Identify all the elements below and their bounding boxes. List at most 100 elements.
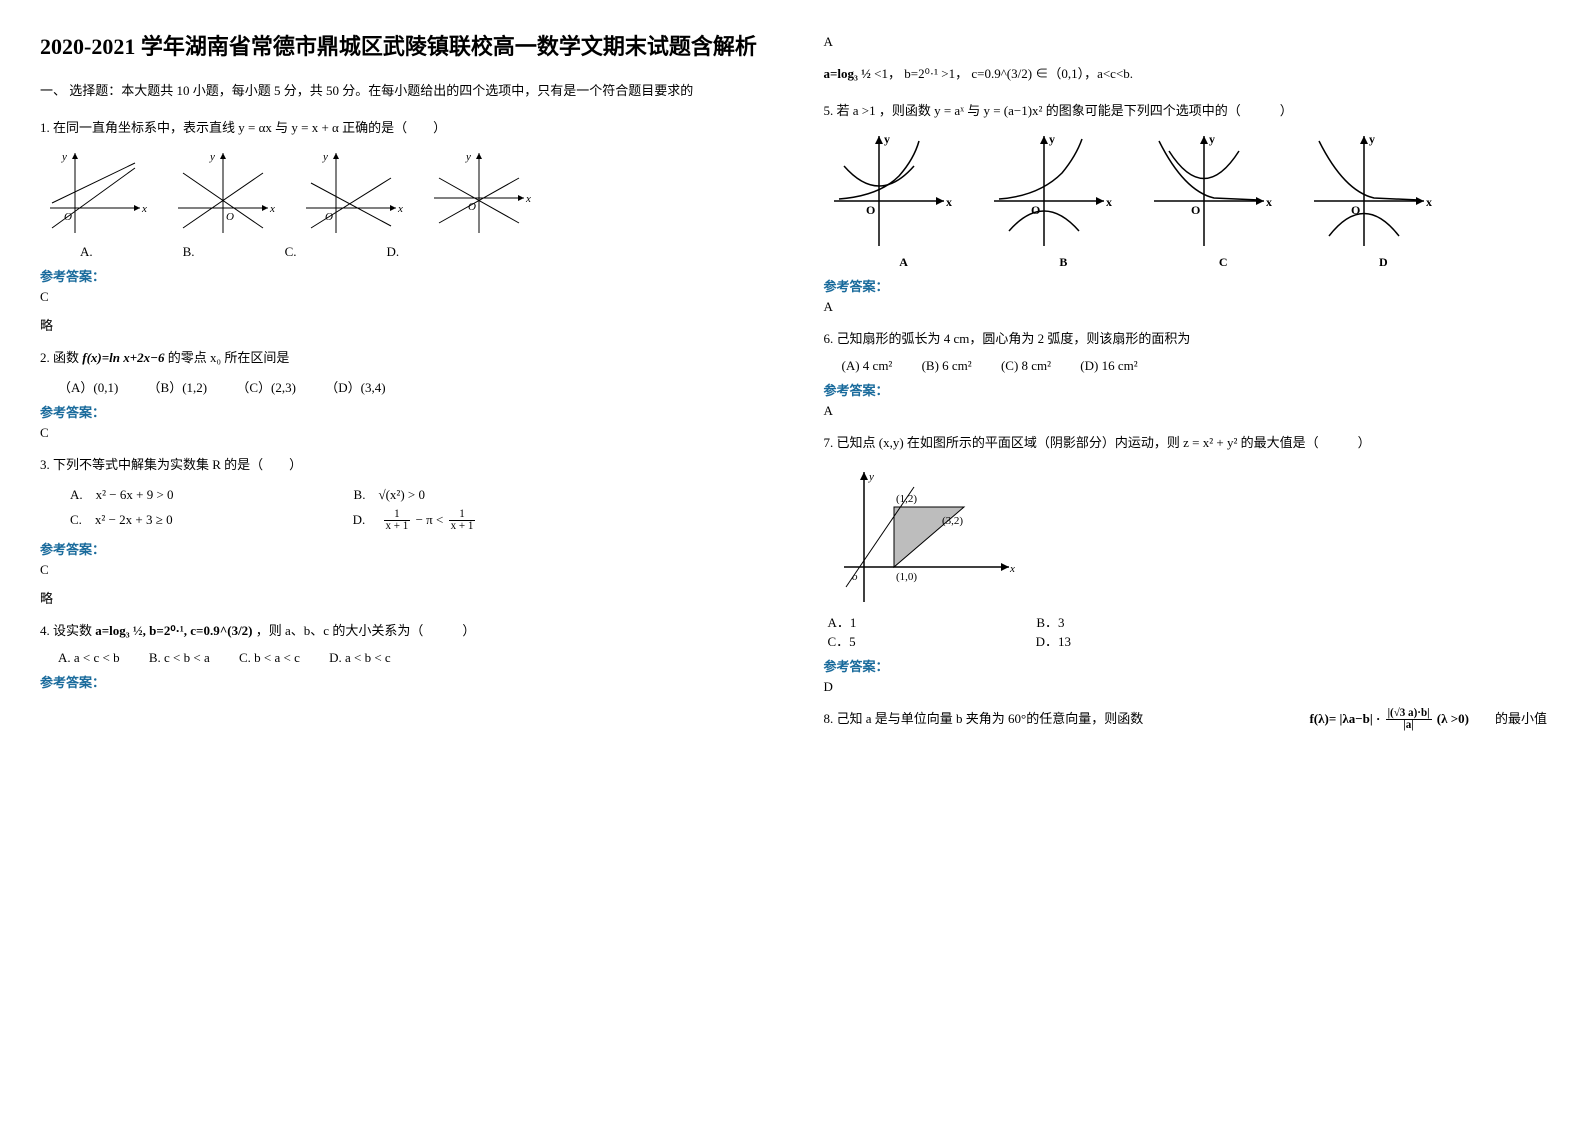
q3-opt-b: B. √(x²) > 0 <box>354 484 425 503</box>
q2-opt-c: （C）(2,3) <box>236 380 296 395</box>
q1-option-labels: A. B. C. D. <box>80 244 764 260</box>
q2-opt-a: （A）(0,1) <box>58 380 118 395</box>
q5-graph-a: x y O <box>824 131 954 251</box>
q4-ans-label: 参考答案： <box>40 672 764 691</box>
q5-graph-d: x y O <box>1304 131 1434 251</box>
q6-opt-b: (B) 6 cm² <box>922 358 972 373</box>
q6-opt-a: (A) 4 cm² <box>842 358 893 373</box>
q5-lbl-b: B <box>1059 255 1067 270</box>
q3-text: 3. 下列不等式中解集为实数集 R 的是（ ） <box>40 453 764 478</box>
q8-text-a: 8. 己知 a 是与单位向量 b 夹角为 60°的任意向量，则函数 <box>824 707 1144 732</box>
q7-opt-b: B．3 <box>1036 612 1064 631</box>
q5-ans: A <box>824 299 1548 315</box>
svg-text:(3,2): (3,2) <box>942 515 963 527</box>
q1-ans-label: 参考答案： <box>40 266 764 285</box>
svg-text:y: y <box>322 151 328 163</box>
svg-text:x: x <box>397 203 403 215</box>
q2-opts: （A）(0,1) （B）(1,2) （C）(2,3) （D）(3,4) <box>58 377 764 396</box>
right-column: A a=log₃ ½ <1， b=2⁰·¹ >1， c=0.9^(3/2) ∈（… <box>824 30 1548 738</box>
q4-opt-d: D. a < b < c <box>329 650 391 665</box>
q3-row2: C. x² − 2x + 3 ≥ 0 D. 1x + 1 − π < 1x + … <box>70 509 764 533</box>
svg-text:x: x <box>946 195 952 209</box>
q7-opts-row2: C．5 D．13 <box>828 631 1548 650</box>
q4-ans: A <box>824 34 1548 50</box>
q1-graph-d: x y O <box>424 148 534 238</box>
q5-graph-c: x y O <box>1144 131 1274 251</box>
q1-graph-b: x y O <box>168 148 278 238</box>
doc-title: 2020-2021 学年湖南省常德市鼎城区武陵镇联校高一数学文期末试题含解析 <box>40 30 764 63</box>
svg-text:x: x <box>1106 195 1112 209</box>
section-1-heading: 一、 选择题：本大题共 10 小题，每小题 5 分，共 50 分。在每小题给出的… <box>40 81 764 102</box>
q7-opt-d: D．13 <box>1036 631 1071 650</box>
q4-explain-a: a=log₃ ½ <box>824 66 871 81</box>
q6-opt-d: (D) 16 cm² <box>1080 358 1137 373</box>
svg-text:y: y <box>465 151 471 163</box>
q4-explain-b: <1， b=2⁰·¹ >1， c=0.9^(3/2) ∈（0,1），a<c<b. <box>874 66 1133 81</box>
q8-f: f(λ)= |λa−b| · |(√3 a)·b||a| (λ >0) <box>1309 707 1469 732</box>
svg-text:y: y <box>868 471 874 483</box>
q1-opt-b: B. <box>183 244 195 260</box>
q2-ans-label: 参考答案： <box>40 402 764 421</box>
svg-text:O: O <box>1031 203 1040 217</box>
q5-lbl-a: A <box>899 255 908 270</box>
q2-text-b: 的零点 x₀ 所在区间是 <box>168 350 290 365</box>
q1-ans-note: 略 <box>40 315 764 334</box>
svg-text:y: y <box>1369 132 1375 146</box>
q4-opt-a: A. a < c < b <box>58 650 120 665</box>
q1-opt-c: C. <box>285 244 297 260</box>
svg-text:y: y <box>1049 132 1055 146</box>
q5-lbl-d: D <box>1379 255 1388 270</box>
q5-lbl-c: C <box>1219 255 1228 270</box>
q1-text: 1. 在同一直角坐标系中，表示直线 y = αx 与 y = x + α 正确的… <box>40 116 764 141</box>
svg-text:x: x <box>525 193 531 205</box>
q6-text: 6. 己知扇形的弧长为 4 cm，圆心角为 2 弧度，则该扇形的面积为 <box>824 327 1548 352</box>
q1-graph-c: x y O <box>296 148 406 238</box>
q7-opt-c: C．5 <box>828 631 856 650</box>
svg-text:O: O <box>866 203 875 217</box>
q3-opt-c: C. x² − 2x + 3 ≥ 0 <box>70 509 173 533</box>
q7-ans-label: 参考答案： <box>824 656 1548 675</box>
q4-expr: a=log₃ ½, b=2⁰·¹, c=0.9^(3/2) <box>95 623 252 638</box>
q6-opt-c: (C) 8 cm² <box>1001 358 1051 373</box>
q4-opt-c: C. b < a < c <box>239 650 300 665</box>
q2-ans: C <box>40 425 764 441</box>
q6-ans-label: 参考答案： <box>824 380 1548 399</box>
svg-text:O: O <box>226 211 234 223</box>
q1-opt-a: A. <box>80 244 93 260</box>
q7-opt-a: A．1 <box>828 612 857 631</box>
q1-graph-a: x y O <box>40 148 150 238</box>
q3-ans: C <box>40 562 764 578</box>
q8-line: 8. 己知 a 是与单位向量 b 夹角为 60°的任意向量，则函数 f(λ)= … <box>824 707 1548 732</box>
q5-text: 5. 若 a >1 ，则函数 y = aˣ 与 y = (a−1)x² 的图象可… <box>824 99 1548 124</box>
q7-ans: D <box>824 679 1548 695</box>
q4-opt-b: B. c < b < a <box>149 650 210 665</box>
svg-text:y: y <box>209 151 215 163</box>
q7-opts-row1: A．1 B．3 <box>828 612 1548 631</box>
q3-opt-a: A. x² − 6x + 9 > 0 <box>70 484 174 503</box>
svg-text:x: x <box>1426 195 1432 209</box>
q7-text: 7. 已知点 (x,y) 在如图所示的平面区域（阴影部分）内运动，则 z = x… <box>824 431 1548 456</box>
svg-text:x: x <box>269 203 275 215</box>
q4-text-b: ，则 a、b、c 的大小关系为（ ） <box>256 623 476 638</box>
q5-graph-b: x y O <box>984 131 1114 251</box>
q1-opt-d: D. <box>386 244 399 260</box>
q8-text-b: 的最小值 <box>1495 707 1547 732</box>
q6-opts: (A) 4 cm² (B) 6 cm² (C) 8 cm² (D) 16 cm² <box>842 358 1548 374</box>
q1-graph-row: x y O x y O x y O <box>40 148 764 238</box>
q3-ans-label: 参考答案： <box>40 539 764 558</box>
svg-text:y: y <box>884 132 890 146</box>
svg-text:y: y <box>1209 132 1215 146</box>
q2-opt-b: （B）(1,2) <box>148 380 208 395</box>
svg-text:x: x <box>1009 563 1015 575</box>
q5-graph-row: x y O x y O x y O <box>824 131 1548 251</box>
svg-text:o: o <box>852 571 858 583</box>
q4-text-a: 4. 设实数 <box>40 623 95 638</box>
q2-opt-d: （D）(3,4) <box>325 380 385 395</box>
q1-ans: C <box>40 289 764 305</box>
q3-opt-d: D. 1x + 1 − π < 1x + 1 <box>353 509 478 533</box>
q2-text: 2. 函数 f(x)=ln x+2x−6 的零点 x₀ 所在区间是 <box>40 346 764 371</box>
q3-row1: A. x² − 6x + 9 > 0 B. √(x²) > 0 <box>70 484 764 503</box>
svg-text:y: y <box>61 151 67 163</box>
q4-explain: a=log₃ ½ <1， b=2⁰·¹ >1， c=0.9^(3/2) ∈（0,… <box>824 62 1548 87</box>
q5-labels: A B C D <box>824 255 1464 270</box>
